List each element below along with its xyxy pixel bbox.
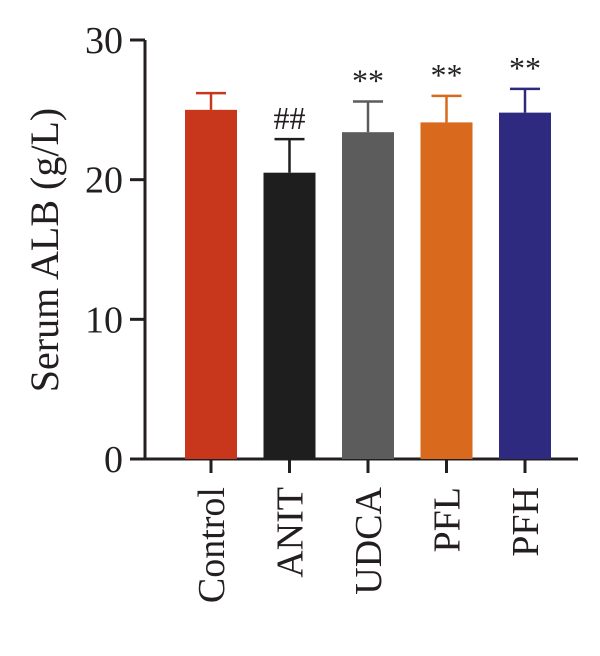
bar-pfl [420,122,473,460]
y-axis-label: Serum ALB (g/L) [22,108,67,392]
y-tick-label: 20 [85,160,123,202]
bar-anit [263,172,316,459]
y-tick-label: 10 [85,299,123,341]
bar-pfh [499,112,551,460]
significance-annotation: ## [274,100,306,136]
x-tick-label: PFL [427,487,469,552]
y-tick-label: 30 [85,20,123,62]
x-tick-label: ANIT [270,487,312,578]
x-tick-label: PFH [505,487,547,557]
significance-annotation: ** [509,50,541,86]
bar-control [185,109,237,459]
x-tick-label: UDCA [348,486,390,594]
x-tick-label: Control [191,487,233,603]
y-tick-label: 0 [104,439,123,481]
bar-udca [342,132,394,459]
significance-annotation: ** [431,57,463,93]
significance-annotation: ** [352,62,384,98]
